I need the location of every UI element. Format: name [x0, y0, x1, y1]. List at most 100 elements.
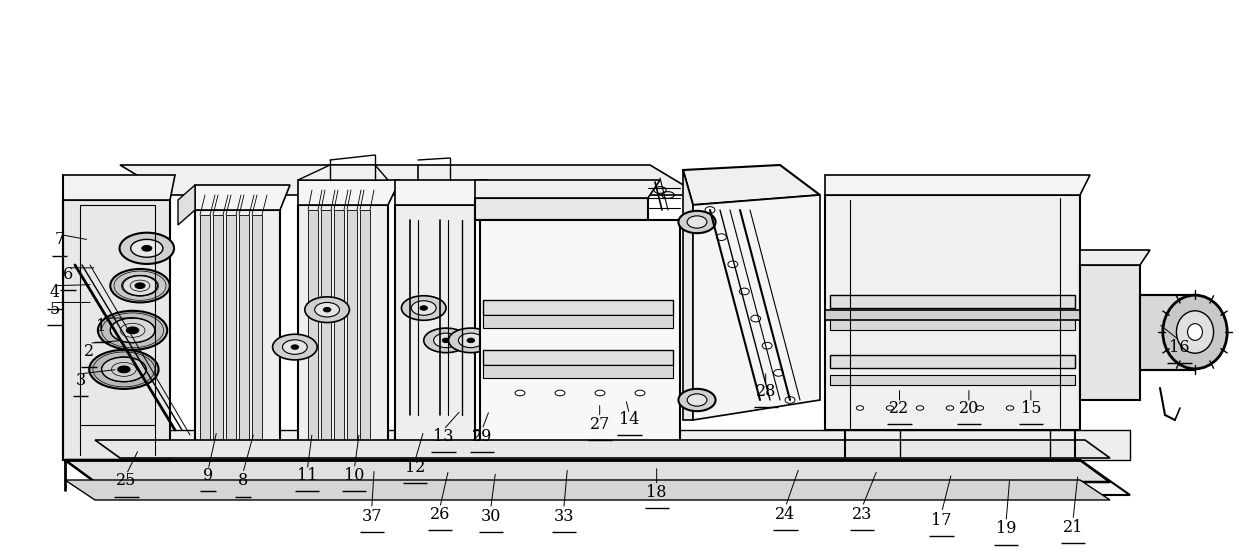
Polygon shape: [479, 220, 680, 455]
Polygon shape: [63, 175, 175, 200]
Ellipse shape: [886, 406, 893, 410]
Polygon shape: [199, 215, 209, 445]
Ellipse shape: [727, 261, 737, 268]
Polygon shape: [1140, 295, 1194, 370]
Ellipse shape: [126, 327, 139, 334]
Ellipse shape: [539, 302, 551, 310]
Ellipse shape: [856, 406, 864, 410]
Text: 29: 29: [472, 428, 492, 445]
Ellipse shape: [1187, 324, 1202, 340]
Ellipse shape: [118, 366, 130, 373]
Polygon shape: [115, 430, 1130, 460]
Text: 19: 19: [996, 521, 1016, 537]
Ellipse shape: [1176, 311, 1213, 353]
Ellipse shape: [89, 350, 159, 389]
Ellipse shape: [442, 338, 450, 343]
Ellipse shape: [688, 394, 707, 406]
Polygon shape: [683, 165, 820, 205]
Text: 12: 12: [405, 459, 425, 475]
Ellipse shape: [740, 288, 750, 295]
Ellipse shape: [135, 283, 145, 288]
Polygon shape: [335, 210, 344, 445]
Text: 21: 21: [1063, 519, 1083, 536]
Text: 10: 10: [344, 467, 364, 484]
Polygon shape: [64, 480, 1110, 500]
Ellipse shape: [449, 328, 493, 353]
Text: 2: 2: [84, 343, 94, 360]
Ellipse shape: [539, 342, 551, 350]
Ellipse shape: [434, 333, 458, 348]
Text: 14: 14: [620, 411, 639, 428]
Text: 16: 16: [1170, 339, 1189, 355]
Polygon shape: [475, 180, 660, 198]
Polygon shape: [63, 200, 170, 460]
Text: 17: 17: [932, 512, 952, 528]
Ellipse shape: [401, 296, 446, 320]
Polygon shape: [120, 165, 700, 195]
Polygon shape: [479, 239, 650, 247]
Polygon shape: [479, 275, 650, 283]
Polygon shape: [252, 215, 261, 445]
Polygon shape: [830, 355, 1075, 368]
Ellipse shape: [773, 369, 783, 376]
Text: 27: 27: [590, 416, 610, 432]
Polygon shape: [683, 170, 693, 420]
Ellipse shape: [323, 307, 331, 312]
Ellipse shape: [123, 276, 157, 296]
Ellipse shape: [515, 390, 525, 396]
Ellipse shape: [305, 297, 349, 323]
Text: 8: 8: [238, 473, 248, 489]
Polygon shape: [693, 195, 820, 420]
Ellipse shape: [102, 357, 146, 382]
Ellipse shape: [411, 301, 436, 315]
Text: 5: 5: [50, 301, 59, 318]
Text: 22: 22: [890, 400, 909, 417]
Text: 28: 28: [756, 383, 776, 400]
Polygon shape: [195, 185, 290, 210]
Ellipse shape: [679, 211, 716, 233]
Polygon shape: [830, 318, 1075, 330]
Ellipse shape: [458, 333, 483, 348]
Polygon shape: [95, 440, 1110, 458]
Polygon shape: [395, 180, 488, 205]
Text: 18: 18: [647, 484, 667, 501]
Ellipse shape: [688, 216, 707, 228]
Polygon shape: [64, 460, 1130, 495]
Polygon shape: [178, 185, 195, 225]
Text: 23: 23: [852, 506, 872, 523]
Ellipse shape: [110, 269, 170, 302]
Polygon shape: [830, 295, 1075, 308]
Ellipse shape: [716, 234, 726, 240]
Polygon shape: [321, 210, 331, 445]
Polygon shape: [483, 300, 673, 315]
Polygon shape: [299, 165, 388, 180]
Text: 30: 30: [481, 508, 501, 525]
Ellipse shape: [420, 306, 427, 310]
Text: 26: 26: [430, 506, 450, 523]
Ellipse shape: [976, 406, 984, 410]
Ellipse shape: [291, 345, 299, 349]
Ellipse shape: [273, 334, 317, 360]
Ellipse shape: [141, 246, 151, 251]
Ellipse shape: [679, 389, 716, 411]
Ellipse shape: [751, 315, 761, 322]
Polygon shape: [483, 350, 673, 365]
Ellipse shape: [917, 406, 924, 410]
Ellipse shape: [424, 328, 468, 353]
Text: 1: 1: [97, 318, 107, 335]
Text: 3: 3: [76, 372, 85, 389]
Polygon shape: [479, 227, 650, 235]
Ellipse shape: [110, 318, 155, 343]
Text: 33: 33: [554, 508, 574, 525]
Text: 4: 4: [50, 285, 59, 301]
Ellipse shape: [282, 340, 307, 354]
Text: 7: 7: [55, 232, 64, 248]
Text: 24: 24: [776, 506, 795, 523]
Polygon shape: [309, 210, 318, 445]
Ellipse shape: [1006, 406, 1014, 410]
Polygon shape: [825, 175, 1090, 195]
Text: 25: 25: [116, 473, 136, 489]
Polygon shape: [395, 205, 475, 450]
Text: 20: 20: [959, 400, 979, 417]
Polygon shape: [483, 365, 673, 378]
